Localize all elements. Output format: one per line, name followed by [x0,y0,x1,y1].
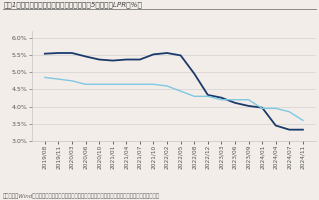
5年期以上LPR（%） [287,111,291,113]
新发放个人住房贷款加权平均利率（%） [56,52,60,54]
5年期以上LPR（%） [233,99,237,101]
新发放个人住房贷款加权平均利率（%） [219,96,223,99]
5年期以上LPR（%） [152,83,155,85]
5年期以上LPR（%） [219,99,223,101]
Text: 图表1：新发放个人住房贷款加权平均利率与5年期以上LPR（%）: 图表1：新发放个人住房贷款加权平均利率与5年期以上LPR（%） [3,1,142,8]
新发放个人住房贷款加权平均利率（%） [70,52,74,54]
5年期以上LPR（%） [165,85,169,87]
5年期以上LPR（%） [97,83,101,85]
5年期以上LPR（%） [192,95,196,98]
5年期以上LPR（%） [138,83,142,85]
5年期以上LPR（%） [274,107,278,110]
5年期以上LPR（%） [56,78,60,80]
Legend: 新发放个人住房贷款加权平均利率（%）, 5年期以上LPR（%）: 新发放个人住房贷款加权平均利率（%）, 5年期以上LPR（%） [158,0,316,1]
5年期以上LPR（%） [206,95,210,98]
Text: 资料来源：Wind，央行，国盛证券研究所（个人住房贷款加权平均利率来自央行季度货币政策执行报告）: 资料来源：Wind，央行，国盛证券研究所（个人住房贷款加权平均利率来自央行季度货… [3,193,160,199]
5年期以上LPR（%） [179,90,182,92]
5年期以上LPR（%） [43,76,47,79]
新发放个人住房贷款加权平均利率（%） [274,124,278,127]
新发放个人住房贷款加权平均利率（%） [165,52,169,54]
新发放个人住房贷款加权平均利率（%） [97,58,101,61]
新发放个人住房贷款加权平均利率（%） [287,128,291,131]
5年期以上LPR（%） [84,83,87,85]
5年期以上LPR（%） [111,83,115,85]
新发放个人住房贷款加权平均利率（%） [138,58,142,61]
新发放个人住房贷款加权平均利率（%） [111,59,115,62]
Line: 新发放个人住房贷款加权平均利率（%）: 新发放个人住房贷款加权平均利率（%） [45,53,303,130]
新发放个人住房贷款加权平均利率（%） [260,106,264,109]
新发放个人住房贷款加权平均利率（%） [301,128,305,131]
Line: 5年期以上LPR（%）: 5年期以上LPR（%） [45,77,303,120]
新发放个人住房贷款加权平均利率（%） [179,54,182,57]
新发放个人住房贷款加权平均利率（%） [43,52,47,55]
新发放个人住房贷款加权平均利率（%） [206,94,210,96]
5年期以上LPR（%） [247,99,250,101]
新发放个人住房贷款加权平均利率（%） [152,53,155,56]
5年期以上LPR（%） [260,107,264,110]
5年期以上LPR（%） [301,119,305,122]
新发放个人住房贷款加权平均利率（%） [247,105,250,107]
新发放个人住房贷款加权平均利率（%） [192,72,196,75]
5年期以上LPR（%） [124,83,128,85]
新发放个人住房贷款加权平均利率（%） [124,58,128,61]
新发放个人住房贷款加权平均利率（%） [233,102,237,104]
5年期以上LPR（%） [70,80,74,82]
新发放个人住房贷款加权平均利率（%） [84,55,87,58]
